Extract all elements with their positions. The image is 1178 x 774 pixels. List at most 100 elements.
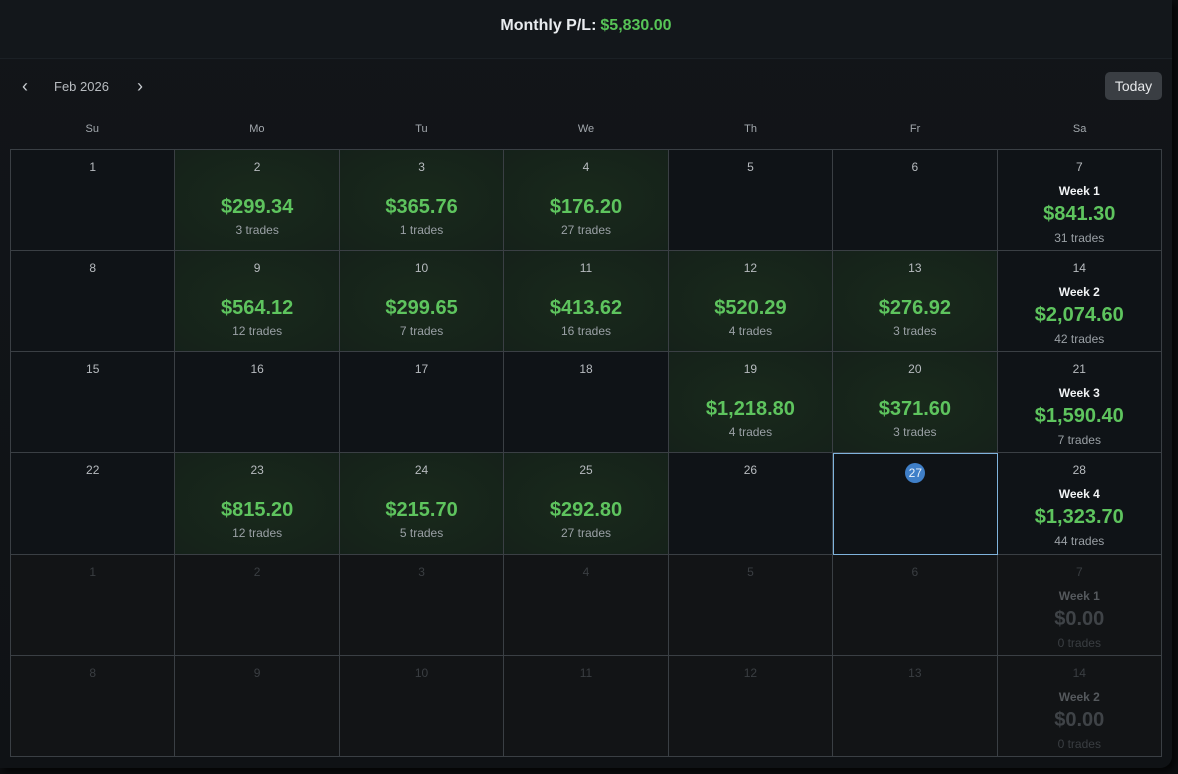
day-number: 23	[250, 463, 264, 478]
week-summary-cell[interactable]: 14 Week 2 $0.00 0 trades	[997, 655, 1162, 757]
month-label: Feb 2026	[54, 78, 109, 94]
day-number: 12	[743, 665, 758, 680]
week-trade-count: 42 trades	[1054, 332, 1105, 347]
day-cell[interactable]: 15	[11, 352, 176, 454]
day-cell[interactable]: 12	[668, 655, 834, 757]
header-bar	[0, 0, 1172, 59]
day-number: 3	[418, 564, 425, 579]
day-cell[interactable]: 17	[339, 352, 505, 454]
day-number: 24	[414, 463, 429, 478]
day-cell[interactable]: 6	[833, 150, 998, 252]
day-cell[interactable]: 2	[175, 554, 340, 656]
day-trade-count: 3 trades	[893, 425, 937, 440]
day-cell[interactable]: 8	[11, 655, 176, 757]
day-number: 25	[579, 463, 593, 478]
day-number: 28	[1072, 463, 1086, 478]
day-cell[interactable]: 6	[833, 554, 998, 656]
day-number: 18	[579, 362, 593, 377]
prev-month-chevron-left-icon[interactable]: ‹	[22, 75, 28, 96]
day-cell[interactable]: 8	[11, 251, 176, 353]
day-number: 16	[250, 362, 264, 377]
week-trade-count: 0 trades	[1057, 635, 1101, 650]
day-cell[interactable]: 4	[504, 554, 669, 656]
week-trade-count: 7 trades	[1057, 433, 1101, 448]
day-pnl: $520.29	[714, 297, 787, 320]
day-number: 11	[579, 261, 593, 276]
week-summary-cell[interactable]: 14 Week 2 $2,074.60 42 trades	[997, 251, 1162, 353]
day-cell[interactable]: 9 $564.12 12 trades	[175, 251, 340, 353]
day-cell[interactable]: 13 $276.92 3 trades	[833, 251, 998, 353]
day-trade-count: 3 trades	[893, 324, 937, 339]
day-cell[interactable]: 24 $215.70 5 trades	[339, 453, 505, 555]
day-cell[interactable]: 10 $299.65 7 trades	[339, 251, 505, 353]
day-pnl: $292.80	[549, 499, 623, 522]
week-summary-cell[interactable]: 28 Week 4 $1,323.70 44 trades	[997, 453, 1162, 555]
day-cell[interactable]: 27	[833, 453, 998, 555]
day-trade-count: 16 trades	[560, 324, 612, 339]
day-cell[interactable]: 19 $1,218.80 4 trades	[668, 352, 834, 454]
day-number: 10	[414, 261, 429, 276]
weekday-label: We	[577, 123, 595, 135]
day-cell[interactable]: 11	[504, 655, 669, 757]
week-trade-count: 0 trades	[1057, 736, 1101, 751]
day-cell[interactable]: 10	[339, 655, 505, 757]
day-cell[interactable]: 12 $520.29 4 trades	[668, 251, 834, 353]
day-trade-count: 5 trades	[399, 526, 444, 541]
day-cell[interactable]: 25 $292.80 27 trades	[504, 453, 669, 555]
day-cell[interactable]: 11 $413.62 16 trades	[504, 251, 669, 353]
day-number: 14	[1072, 261, 1086, 276]
week-pnl: $0.00	[1054, 708, 1105, 731]
day-trade-count: 1 trades	[399, 223, 444, 237]
week-trade-count: 31 trades	[1054, 231, 1105, 245]
day-number: 4	[582, 160, 590, 174]
day-cell[interactable]: 22	[11, 453, 176, 555]
day-pnl: $176.20	[549, 196, 623, 218]
today-date-badge: 27	[905, 463, 926, 484]
day-cell[interactable]: 3	[339, 554, 505, 656]
weekday-label: Su	[85, 123, 100, 135]
day-number: 21	[1072, 362, 1086, 377]
day-cell[interactable]: 18	[504, 352, 669, 454]
day-pnl: $299.65	[385, 297, 458, 320]
day-cell[interactable]: 16	[175, 352, 340, 454]
day-number: 22	[86, 463, 100, 478]
day-cell[interactable]: 26	[668, 453, 834, 555]
day-cell[interactable]: 5	[668, 150, 834, 252]
day-cell[interactable]: 13	[833, 655, 998, 757]
day-cell[interactable]: 1	[11, 150, 176, 252]
day-cell[interactable]: 5	[668, 554, 834, 656]
day-cell[interactable]: 1	[11, 554, 176, 656]
day-number: 1	[89, 564, 97, 579]
day-cell[interactable]: 20 $371.60 3 trades	[833, 352, 998, 454]
day-number: 2	[253, 564, 261, 579]
weekday-label: Fr	[909, 123, 921, 135]
day-cell[interactable]: 3 $365.76 1 trades	[339, 150, 505, 252]
day-trade-count: 12 trades	[232, 526, 283, 541]
day-cell[interactable]: 23 $815.20 12 trades	[175, 453, 340, 555]
day-number: 6	[911, 564, 919, 579]
day-cell[interactable]: 9	[175, 655, 340, 757]
today-button[interactable]: Today	[1105, 72, 1162, 100]
next-month-chevron-right-icon[interactable]: ›	[136, 75, 143, 96]
day-number: 26	[743, 463, 758, 478]
day-pnl: $299.34	[220, 196, 294, 218]
calendar-grid: 1 2 $299.34 3 trades 3 $365.76 1 trades 4 $176.2…	[10, 149, 1162, 757]
week-label: Week 4	[1058, 487, 1100, 502]
weekday-label: Tu	[415, 123, 428, 135]
day-cell[interactable]: 4 $176.20 27 trades	[504, 150, 669, 252]
day-number: 4	[582, 564, 590, 579]
week-trade-count: 44 trades	[1054, 534, 1105, 549]
week-summary-cell[interactable]: 21 Week 3 $1,590.40 7 trades	[997, 352, 1162, 454]
week-pnl: $2,074.60	[1034, 304, 1124, 327]
weekday-header: Su Mo Tu We Th Fr Sa	[10, 123, 1162, 135]
day-trade-count: 27 trades	[560, 223, 612, 237]
day-number: 14	[1072, 665, 1086, 680]
day-number: 13	[908, 261, 922, 276]
week-summary-cell[interactable]: 7 Week 1 $0.00 0 trades	[997, 554, 1162, 656]
week-summary-cell[interactable]: 7 Week 1 $841.30 31 trades	[997, 150, 1162, 252]
day-number: 5	[747, 564, 754, 579]
day-cell[interactable]: 2 $299.34 3 trades	[175, 150, 340, 252]
day-number: 19	[743, 362, 758, 377]
day-number: 9	[253, 665, 261, 680]
